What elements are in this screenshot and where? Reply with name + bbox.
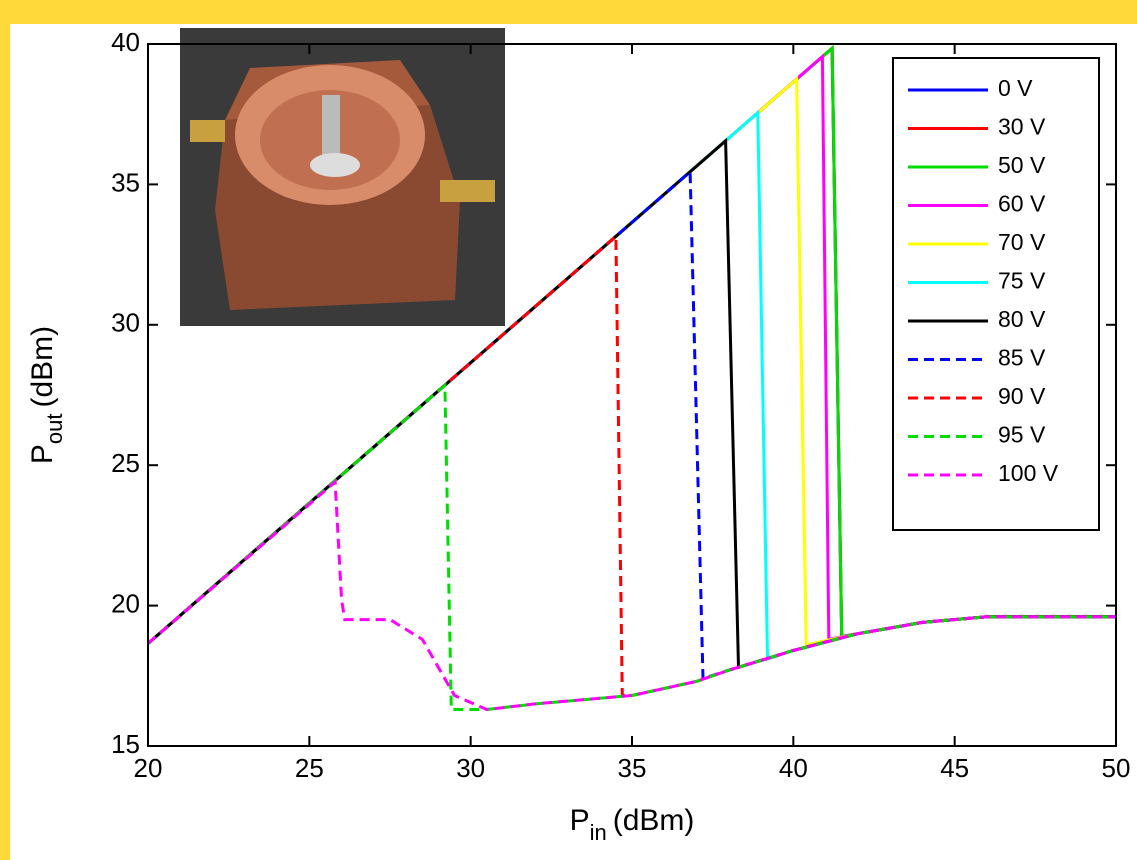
y-tick-label: 20 xyxy=(111,588,140,618)
legend-label: 60 V xyxy=(998,191,1046,217)
x-axis-label: Pin (dBm) xyxy=(570,804,695,845)
x-label-main: P xyxy=(570,804,590,837)
y-axis-label: Pout (dBm) xyxy=(26,326,67,464)
y-tick-label: 30 xyxy=(111,308,140,338)
x-tick-label: 20 xyxy=(134,753,163,783)
y-label-sub: out xyxy=(42,414,67,445)
legend-label: 75 V xyxy=(998,268,1046,294)
x-tick-label: 25 xyxy=(295,753,324,783)
x-tick-label: 50 xyxy=(1102,753,1131,783)
y-tick-label: 35 xyxy=(111,167,140,197)
legend-label: 80 V xyxy=(998,306,1046,332)
series-line xyxy=(147,381,1116,711)
legend-label: 100 V xyxy=(998,460,1059,486)
legend: 0 V 30 V 50 V 60 V 70 V 75 V 80 V 85 V 90 V 95 V 1… xyxy=(892,57,1100,531)
legend-label: 70 V xyxy=(998,229,1046,255)
x-tick-label: 35 xyxy=(618,753,647,783)
x-label-sub: in xyxy=(590,820,607,845)
legend-label: 30 V xyxy=(998,114,1046,140)
legend-label: 95 V xyxy=(998,422,1046,448)
x-label-unit: (dBm) xyxy=(613,804,695,837)
plot-area xyxy=(147,44,1116,712)
x-tick-label: 45 xyxy=(940,753,969,783)
y-tick-label: 15 xyxy=(111,729,140,759)
series-line xyxy=(147,478,1116,712)
legend-label: 50 V xyxy=(998,152,1046,178)
legend-label: 85 V xyxy=(998,345,1046,371)
y-label-unit: (dBm) xyxy=(26,326,59,408)
x-tick-label: 40 xyxy=(779,753,808,783)
legend-label: 90 V xyxy=(998,383,1046,409)
legend-label: 0 V xyxy=(998,75,1033,101)
y-tick-label: 40 xyxy=(111,27,140,57)
x-tick-label: 30 xyxy=(456,753,485,783)
y-tick-label: 25 xyxy=(111,448,140,478)
inset-photo xyxy=(180,28,505,326)
y-label-main: P xyxy=(26,444,59,464)
